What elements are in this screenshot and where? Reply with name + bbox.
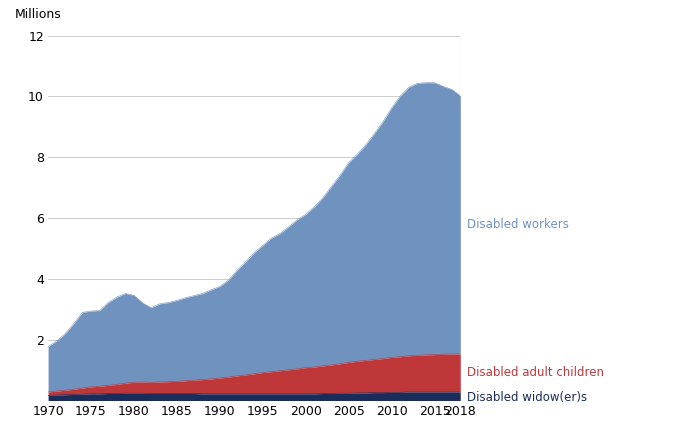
Text: Disabled adult children: Disabled adult children — [467, 367, 605, 380]
Text: Disabled widow(er)s: Disabled widow(er)s — [467, 391, 587, 404]
Text: Disabled workers: Disabled workers — [467, 218, 569, 231]
Text: Millions: Millions — [15, 8, 62, 21]
